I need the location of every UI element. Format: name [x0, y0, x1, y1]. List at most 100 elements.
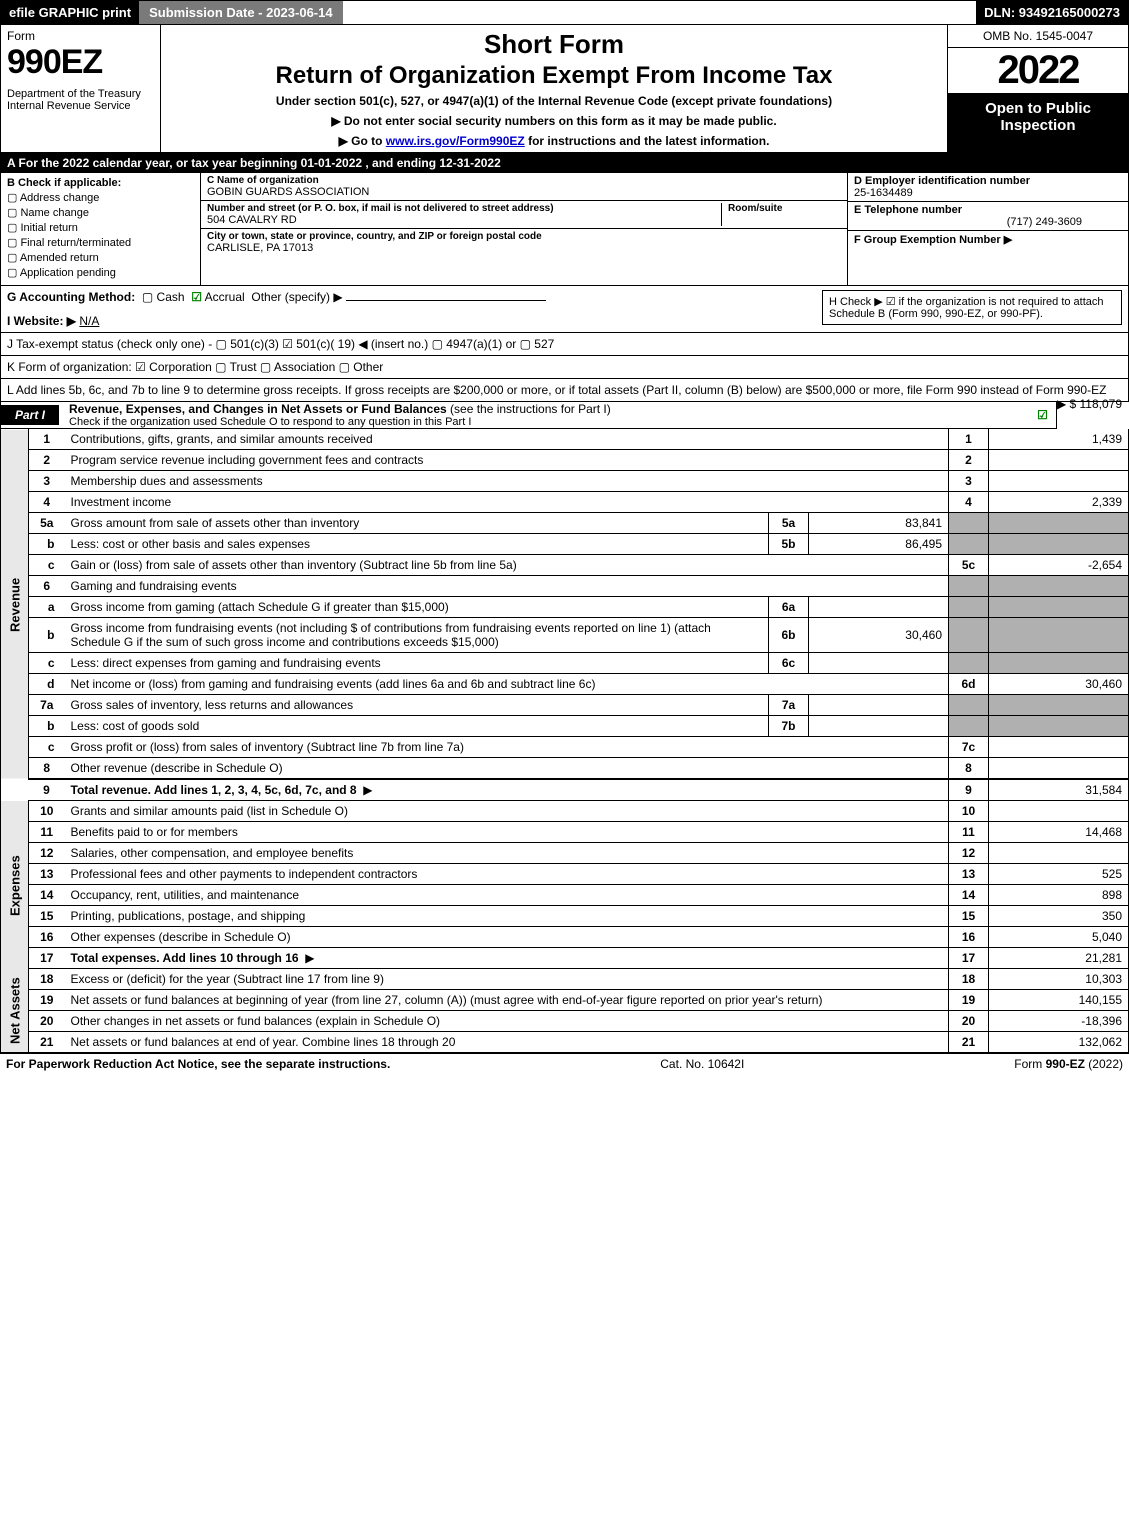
col-label: 6d	[949, 674, 989, 695]
tax-year: 2022	[948, 48, 1128, 94]
col-label: 16	[949, 927, 989, 948]
line-desc: Gross income from fundraising events (no…	[65, 618, 769, 653]
box-value: 86,495	[809, 534, 949, 555]
col-value-shade	[989, 513, 1129, 534]
col-label: 13	[949, 864, 989, 885]
g-other[interactable]: Other (specify) ▶	[251, 290, 342, 304]
col-label: 14	[949, 885, 989, 906]
col-value-shade	[989, 716, 1129, 737]
line-num: 20	[29, 1011, 65, 1032]
line-7a: 7a Gross sales of inventory, less return…	[1, 695, 1129, 716]
col-value	[989, 737, 1129, 758]
col-label: 4	[949, 492, 989, 513]
chk-initial-return[interactable]: ▢ Initial return	[7, 221, 194, 234]
g-cash[interactable]: Cash	[157, 290, 185, 304]
col-value-shade	[989, 695, 1129, 716]
line-num: c	[29, 555, 65, 576]
chk-final-return[interactable]: ▢ Final return/terminated	[7, 236, 194, 249]
col-label-shade	[949, 513, 989, 534]
line-12: 12 Salaries, other compensation, and emp…	[1, 843, 1129, 864]
line-num: d	[29, 674, 65, 695]
part-1-checknote: Check if the organization used Schedule …	[69, 416, 611, 428]
line-desc: Gross amount from sale of assets other t…	[65, 513, 769, 534]
col-label: 12	[949, 843, 989, 864]
col-b-checkboxes: B Check if applicable: ▢ Address change …	[1, 173, 201, 285]
efile-label[interactable]: efile GRAPHIC print	[1, 1, 139, 24]
col-label: 2	[949, 450, 989, 471]
line-num: 4	[29, 492, 65, 513]
form-number: 990EZ	[7, 43, 154, 82]
box-label: 6b	[769, 618, 809, 653]
line-6: 6 Gaming and fundraising events	[1, 576, 1129, 597]
line-17: 17 Total expenses. Add lines 10 through …	[1, 948, 1129, 969]
col-label: 7c	[949, 737, 989, 758]
chk-name-change[interactable]: ▢ Name change	[7, 206, 194, 219]
box-value	[809, 695, 949, 716]
chk-address-change[interactable]: ▢ Address change	[7, 191, 194, 204]
revenue-sidelabel: Revenue	[1, 429, 29, 779]
box-label: 7a	[769, 695, 809, 716]
col-label-shade	[949, 618, 989, 653]
chk-amended-return[interactable]: ▢ Amended return	[7, 251, 194, 264]
ein-label: D Employer identification number	[854, 175, 1122, 187]
submission-date-button[interactable]: Submission Date - 2023-06-14	[139, 1, 343, 24]
line-desc: Gross income from gaming (attach Schedul…	[65, 597, 769, 618]
part-1-table: Revenue 1 Contributions, gifts, grants, …	[0, 429, 1129, 1053]
form-subtitle: Under section 501(c), 527, or 4947(a)(1)…	[169, 94, 939, 108]
line-desc: Other revenue (describe in Schedule O)	[65, 758, 949, 780]
chk-label: Initial return	[20, 222, 77, 234]
addr-value: 504 CAVALRY RD	[207, 214, 721, 226]
col-value	[989, 843, 1129, 864]
city-label: City or town, state or province, country…	[207, 231, 841, 242]
line-desc: Other changes in net assets or fund bala…	[65, 1011, 949, 1032]
line-desc: Net assets or fund balances at end of ye…	[65, 1032, 949, 1053]
check-icon: ☑	[191, 290, 202, 304]
line-desc: Net assets or fund balances at beginning…	[65, 990, 949, 1011]
part-1-subtitle: (see the instructions for Part I)	[447, 402, 611, 416]
line-desc: Program service revenue including govern…	[65, 450, 949, 471]
short-form-label: Short Form	[169, 29, 939, 60]
col-value: 31,584	[989, 779, 1129, 801]
line-desc: Professional fees and other payments to …	[65, 864, 949, 885]
chk-application-pending[interactable]: ▢ Application pending	[7, 266, 194, 279]
part-1-title-text: Revenue, Expenses, and Changes in Net As…	[69, 402, 447, 416]
line-18: Net Assets 18 Excess or (deficit) for th…	[1, 969, 1129, 990]
spacer	[1, 779, 29, 801]
box-value	[809, 597, 949, 618]
line-4: 4 Investment income 4 2,339	[1, 492, 1129, 513]
col-value: -2,654	[989, 555, 1129, 576]
col-label: 5c	[949, 555, 989, 576]
col-value: 525	[989, 864, 1129, 885]
ssn-warning: ▶ Do not enter social security numbers o…	[169, 114, 939, 128]
box-value: 30,460	[809, 618, 949, 653]
group-exemption-cell: F Group Exemption Number ▶	[848, 231, 1128, 248]
col-value: 1,439	[989, 429, 1129, 450]
form-id-block: Form 990EZ Department of the Treasury In…	[1, 25, 161, 152]
line-desc: Printing, publications, postage, and shi…	[65, 906, 949, 927]
dln-label: DLN: 93492165000273	[976, 1, 1128, 24]
line-num: 1	[29, 429, 65, 450]
netassets-sidelabel: Net Assets	[1, 969, 29, 1053]
group-exemption-label: F Group Exemption Number ▶	[854, 233, 1122, 246]
line-num: 10	[29, 801, 65, 822]
col-label: 20	[949, 1011, 989, 1032]
part-1-checkbox[interactable]: ☑	[1037, 408, 1048, 422]
box-value: 83,841	[809, 513, 949, 534]
g-accrual[interactable]: Accrual	[205, 290, 245, 304]
form-title-block: Short Form Return of Organization Exempt…	[161, 25, 948, 152]
line-15: 15 Printing, publications, postage, and …	[1, 906, 1129, 927]
line-6a: a Gross income from gaming (attach Sched…	[1, 597, 1129, 618]
row-l-amount: ▶ $ 118,079	[1057, 397, 1122, 411]
line-num: 6	[29, 576, 65, 597]
line-desc: Gross profit or (loss) from sales of inv…	[65, 737, 949, 758]
col-label-shade	[949, 716, 989, 737]
col-label: 11	[949, 822, 989, 843]
chk-label: Amended return	[20, 252, 99, 264]
part-1-title: Revenue, Expenses, and Changes in Net As…	[59, 402, 611, 428]
line-6c: c Less: direct expenses from gaming and …	[1, 653, 1129, 674]
g-other-field[interactable]	[346, 300, 546, 301]
line-num: 21	[29, 1032, 65, 1053]
irs-link[interactable]: www.irs.gov/Form990EZ	[386, 134, 525, 148]
line-20: 20 Other changes in net assets or fund b…	[1, 1011, 1129, 1032]
col-value: 898	[989, 885, 1129, 906]
